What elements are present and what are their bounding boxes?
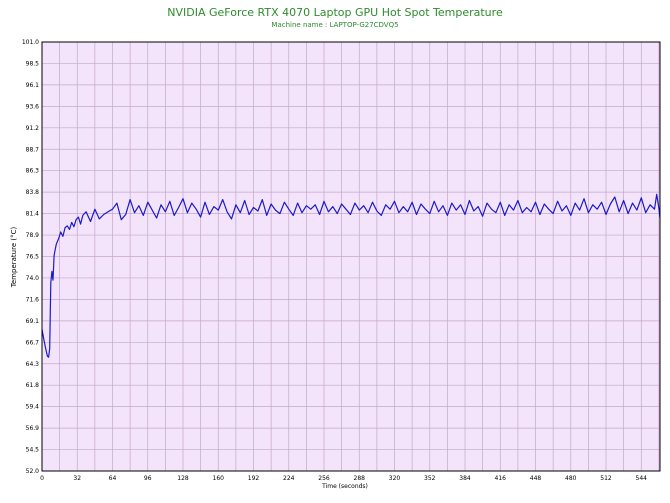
x-tick-label: 128 xyxy=(177,475,189,482)
y-tick-label: 56.9 xyxy=(26,425,40,432)
x-tick-label: 416 xyxy=(495,475,507,482)
x-tick-label: 512 xyxy=(600,475,612,482)
x-tick-label: 64 xyxy=(109,475,117,482)
y-tick-label: 98.5 xyxy=(26,60,40,67)
y-tick-label: 86.3 xyxy=(26,168,40,175)
y-tick-label: 101.0 xyxy=(22,39,39,46)
y-tick-label: 83.8 xyxy=(26,189,40,196)
y-tick-label: 61.8 xyxy=(26,382,40,389)
chart-title: NVIDIA GeForce RTX 4070 Laptop GPU Hot S… xyxy=(167,6,503,19)
chart-subtitle: Machine name : LAPTOP-G27CDVQ5 xyxy=(271,21,399,29)
x-axis-label: Time (seconds) xyxy=(322,483,368,490)
grid-lines xyxy=(41,41,660,472)
x-tick-label: 0 xyxy=(40,475,44,482)
x-tick-label: 160 xyxy=(213,475,225,482)
y-tick-label: 81.4 xyxy=(26,211,40,218)
y-tick-label: 88.7 xyxy=(26,146,40,153)
y-tick-label: 93.6 xyxy=(26,103,40,110)
x-tick-label: 352 xyxy=(424,475,436,482)
y-tick-label: 91.2 xyxy=(26,125,40,132)
y-tick-label: 76.5 xyxy=(26,254,40,261)
x-tick-label: 288 xyxy=(354,475,366,482)
x-tick-label: 480 xyxy=(565,475,577,482)
x-tick-label: 448 xyxy=(530,475,542,482)
y-tick-label: 96.1 xyxy=(26,82,40,89)
y-tick-label: 78.9 xyxy=(26,232,40,239)
y-ticks: 101.0 98.5 96.1 93.6 91.2 88.7 86.3 83.8 81.4 78.… xyxy=(22,39,39,475)
y-tick-label: 71.6 xyxy=(26,296,40,303)
x-tick-label: 256 xyxy=(318,475,330,482)
y-tick-label: 54.5 xyxy=(26,447,40,454)
x-tick-label: 32 xyxy=(73,475,81,482)
x-tick-label: 544 xyxy=(636,475,648,482)
x-tick-label: 320 xyxy=(389,475,401,482)
x-tick-label: 384 xyxy=(459,475,471,482)
x-tick-label: 96 xyxy=(144,475,152,482)
y-tick-label: 69.1 xyxy=(26,318,40,325)
y-tick-label: 59.4 xyxy=(26,404,40,411)
x-tick-label: 224 xyxy=(283,475,295,482)
y-tick-label: 64.3 xyxy=(26,361,40,368)
plot-border xyxy=(41,41,661,472)
y-tick-label: 52.0 xyxy=(26,468,40,475)
x-ticks: 0 32 64 96 128 160 192 224 256 288 320 352 384 416 448… xyxy=(40,475,647,482)
x-tick-label: 192 xyxy=(248,475,260,482)
y-tick-label: 66.7 xyxy=(26,339,40,346)
y-tick-label: 74.0 xyxy=(26,275,40,282)
temperature-series-line xyxy=(41,193,661,358)
